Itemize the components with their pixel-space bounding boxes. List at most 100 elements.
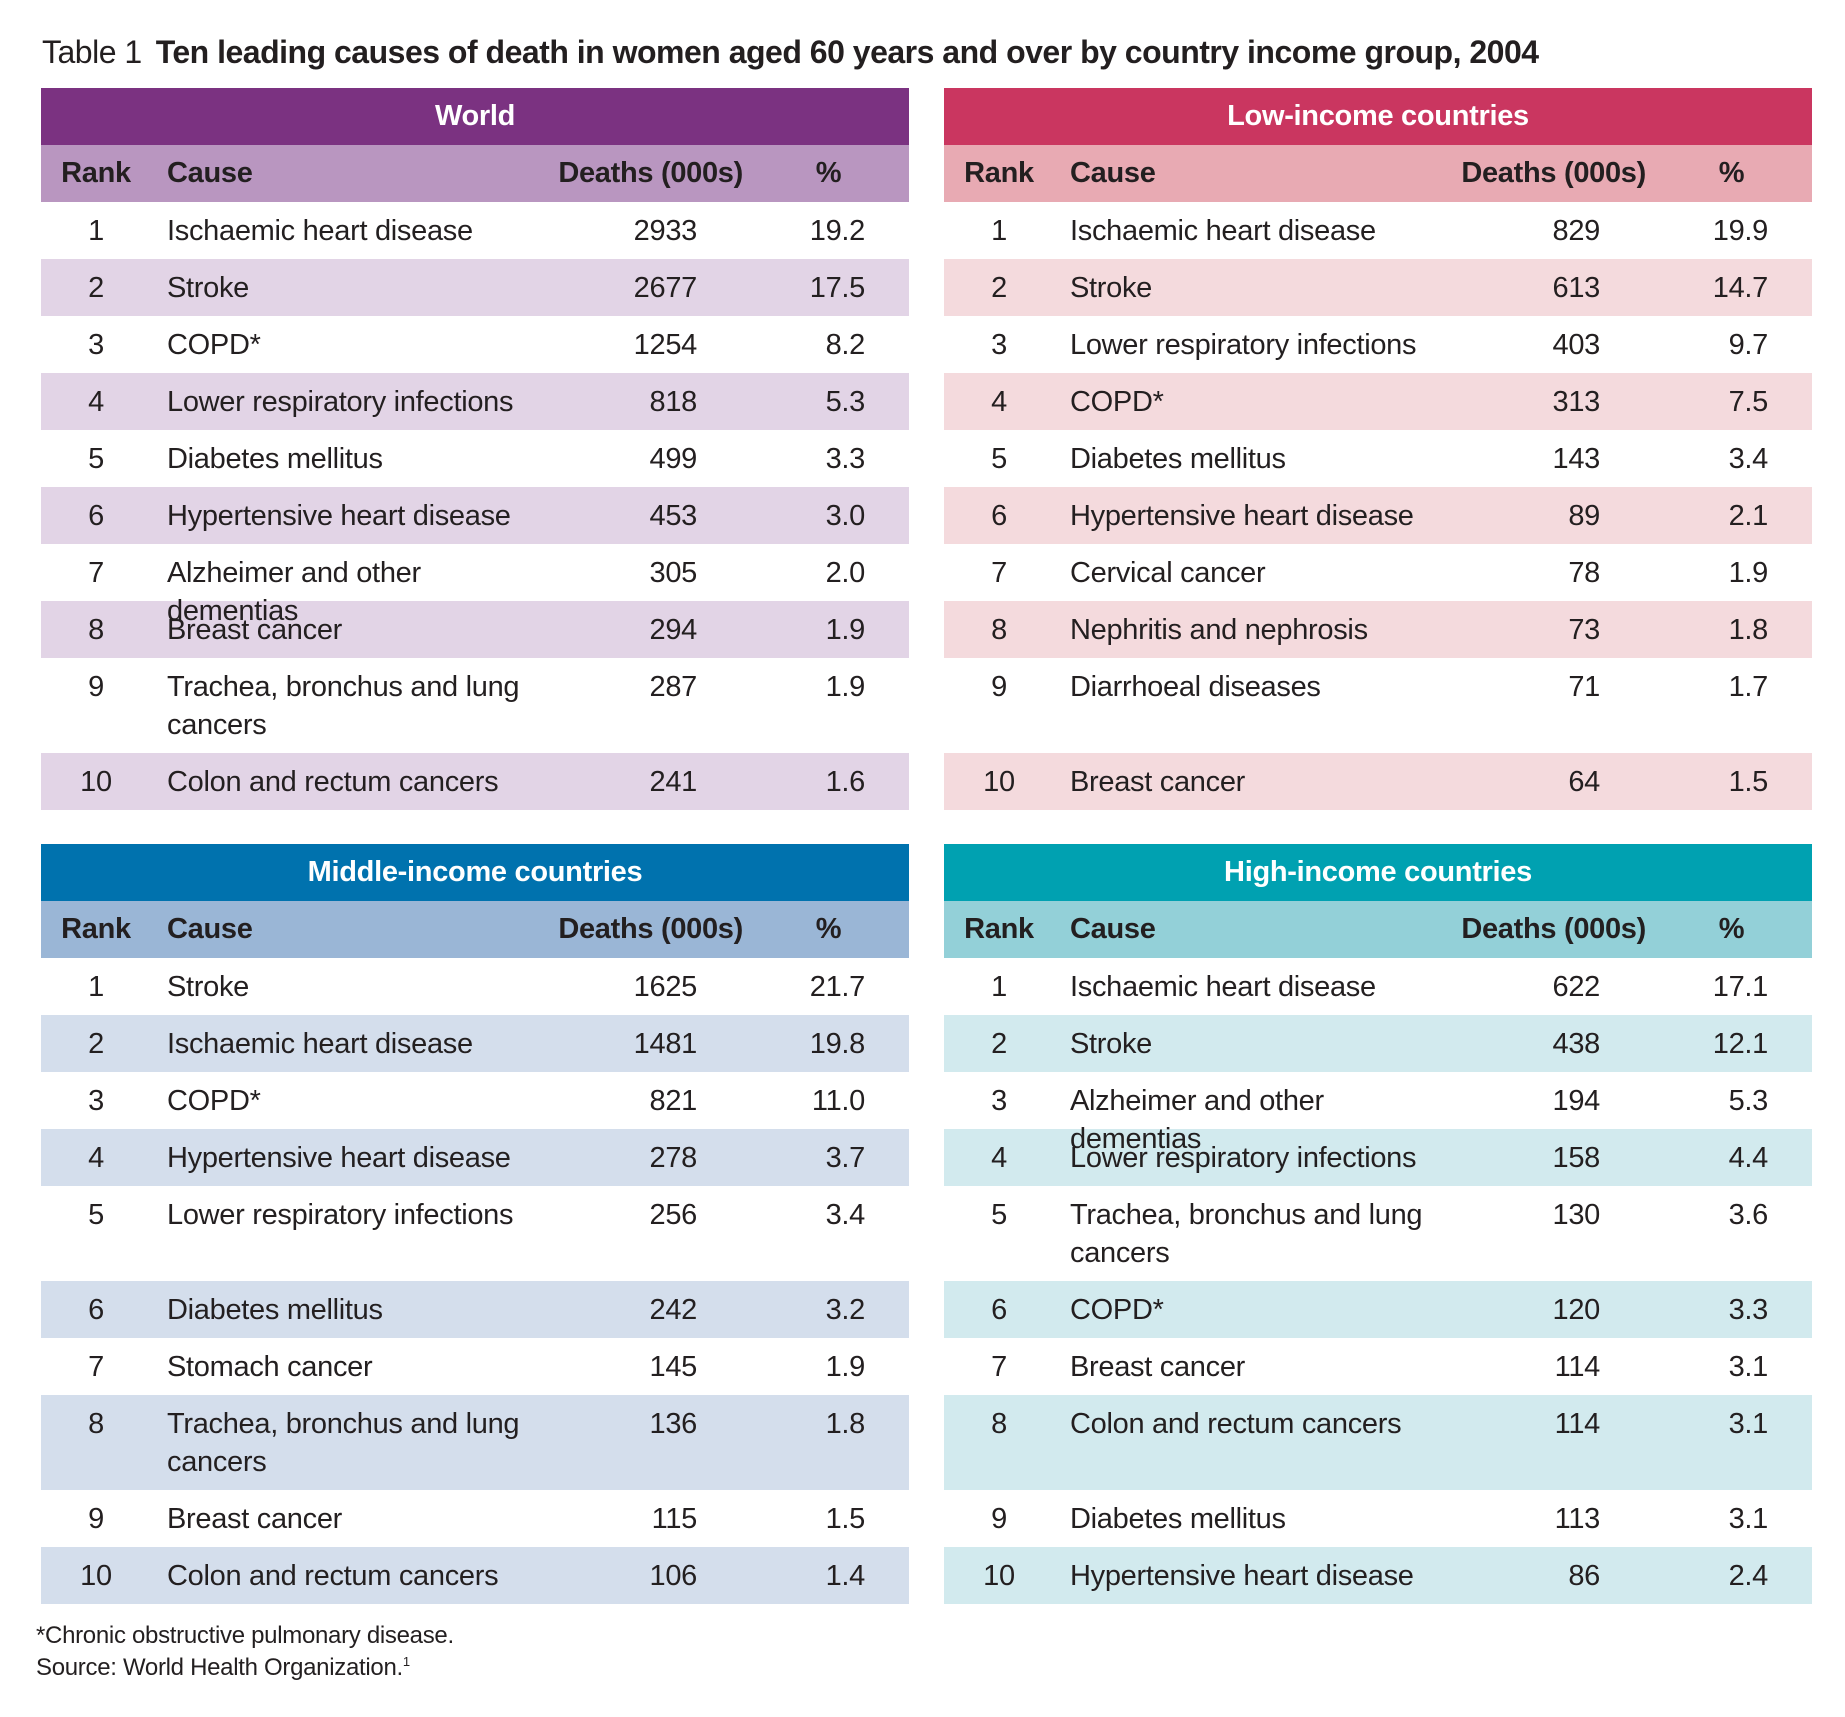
footnote-source: Source: World Health Organization.1: [36, 1654, 410, 1682]
table-row: 3 COPD* 821 11.0: [41, 1072, 909, 1129]
rank-cell: 4: [991, 386, 1007, 418]
table-row: 7 Stomach cancer 145 1.9: [41, 1338, 909, 1395]
percent-cell: 1.9: [825, 671, 866, 703]
cause-cell: COPD*: [1070, 1294, 1164, 1326]
table-row: 4 Lower respiratory infections 158 4.4: [944, 1129, 1812, 1186]
percent-cell: 3.4: [825, 1199, 866, 1231]
deaths-cell: 256: [649, 1199, 698, 1231]
column-header-percent: %: [1718, 913, 1745, 945]
table-row: 5 Lower respiratory infections 256 3.4: [41, 1186, 909, 1281]
percent-cell: 1.8: [1728, 614, 1769, 646]
table-row: 9 Diarrhoeal diseases 71 1.7: [944, 658, 1812, 753]
percent-cell: 2.1: [1728, 500, 1769, 532]
percent-cell: 19.2: [809, 215, 866, 247]
percent-cell: 7.5: [1728, 386, 1769, 418]
rank-cell: 2: [88, 272, 104, 304]
column-header-percent: %: [1718, 157, 1745, 189]
rank-cell: 6: [991, 500, 1007, 532]
table-row: 1 Ischaemic heart disease 2933 19.2: [41, 202, 909, 259]
deaths-cell: 158: [1552, 1142, 1601, 1174]
rank-cell: 6: [991, 1294, 1007, 1326]
cause-cell: Breast cancer: [167, 1503, 343, 1535]
cause-cell: Hypertensive heart disease: [1070, 1560, 1414, 1592]
table-row: 7 Breast cancer 114 3.1: [944, 1338, 1812, 1395]
column-header-cause: Cause: [167, 157, 253, 189]
percent-cell: 3.1: [1728, 1351, 1769, 1383]
cause-cell: Ischaemic heart disease: [167, 1028, 473, 1060]
panel-middle-income: Middle-income countries Rank Cause Deaths (…: [41, 844, 909, 1604]
rank-cell: 8: [991, 614, 1007, 646]
deaths-cell: 78: [1568, 557, 1600, 589]
table-row: 10 Breast cancer 64 1.5: [944, 753, 1812, 810]
rank-cell: 10: [80, 766, 112, 798]
rank-cell: 7: [991, 1351, 1007, 1383]
deaths-cell: 194: [1552, 1085, 1601, 1117]
rank-cell: 9: [88, 1503, 104, 1535]
cause-cell: Trachea, bronchus and lung cancers: [167, 1408, 520, 1478]
deaths-cell: 1254: [633, 329, 698, 361]
table-row: 9 Breast cancer 115 1.5: [41, 1490, 909, 1547]
deaths-cell: 1481: [633, 1028, 698, 1060]
table-row: 8 Trachea, bronchus and lung cancers 136 1.…: [41, 1395, 909, 1490]
rank-cell: 1: [991, 971, 1007, 1003]
cause-cell: COPD*: [1070, 386, 1164, 418]
deaths-cell: 453: [649, 500, 698, 532]
panel-title: World: [41, 88, 909, 145]
cause-cell: Lower respiratory infections: [1070, 329, 1417, 361]
deaths-cell: 821: [649, 1085, 698, 1117]
panel-title: Low-income countries: [944, 88, 1812, 145]
deaths-cell: 114: [1554, 1408, 1601, 1440]
percent-cell: 12.1: [1712, 1028, 1769, 1060]
percent-cell: 3.1: [1728, 1408, 1769, 1440]
rank-cell: 3: [88, 329, 104, 361]
table-row: 10 Hypertensive heart disease 86 2.4: [944, 1547, 1812, 1604]
panel-low-income: Low-income countries Rank Cause Deaths (000…: [944, 88, 1812, 810]
column-header-percent: %: [815, 913, 842, 945]
rank-cell: 2: [88, 1028, 104, 1060]
deaths-cell: 120: [1552, 1294, 1601, 1326]
deaths-cell: 613: [1552, 272, 1601, 304]
deaths-cell: 73: [1568, 614, 1600, 646]
percent-cell: 19.8: [809, 1028, 866, 1060]
deaths-cell: 818: [649, 386, 698, 418]
percent-cell: 5.3: [1728, 1085, 1769, 1117]
column-header-deaths: Deaths (000s): [1461, 913, 1646, 945]
deaths-cell: 71: [1568, 671, 1600, 703]
rank-cell: 3: [88, 1085, 104, 1117]
rank-cell: 1: [991, 215, 1007, 247]
deaths-cell: 294: [649, 614, 698, 646]
percent-cell: 2.4: [1728, 1560, 1769, 1592]
percent-cell: 3.3: [1728, 1294, 1769, 1326]
column-header-rank: Rank: [964, 913, 1034, 945]
cause-cell: Lower respiratory infections: [167, 386, 514, 418]
footnote-copd: *Chronic obstructive pulmonary disease.: [36, 1622, 454, 1649]
cause-cell: Stomach cancer: [167, 1351, 373, 1383]
rank-cell: 6: [88, 1294, 104, 1326]
rank-cell: 4: [88, 1142, 104, 1174]
cause-cell: COPD*: [167, 329, 261, 361]
cause-cell: Diabetes mellitus: [167, 443, 383, 475]
panel-world: World Rank Cause Deaths (000s)% 1 Ischaemic h…: [41, 88, 909, 810]
deaths-cell: 499: [649, 443, 698, 475]
rank-cell: 5: [88, 1199, 104, 1231]
percent-cell: 3.2: [825, 1294, 866, 1326]
table-row: 2 Ischaemic heart disease 1481 19.8: [41, 1015, 909, 1072]
percent-cell: 11.0: [811, 1085, 865, 1117]
percent-cell: 1.5: [1728, 766, 1769, 798]
table-row: 8 Colon and rectum cancers 114 3.1: [944, 1395, 1812, 1490]
rank-cell: 6: [88, 500, 104, 532]
cause-cell: Hypertensive heart disease: [1070, 500, 1414, 532]
source-reference: 1: [402, 1654, 410, 1669]
cause-cell: Trachea, bronchus and lung cancers: [1070, 1199, 1423, 1269]
rank-cell: 2: [991, 1028, 1007, 1060]
rank-cell: 3: [991, 1085, 1007, 1117]
cause-cell: Trachea, bronchus and lung cancers: [167, 671, 520, 741]
column-header-rank: Rank: [61, 913, 131, 945]
column-header-row: Rank Cause Deaths (000s)%: [41, 145, 909, 202]
table-label: Table 1: [42, 34, 142, 70]
table-row: 9 Trachea, bronchus and lung cancers 287 1.…: [41, 658, 909, 753]
rank-cell: 7: [88, 1351, 104, 1383]
rank-cell: 8: [88, 614, 104, 646]
percent-cell: 3.3: [825, 443, 866, 475]
cause-cell: Breast cancer: [167, 614, 343, 646]
